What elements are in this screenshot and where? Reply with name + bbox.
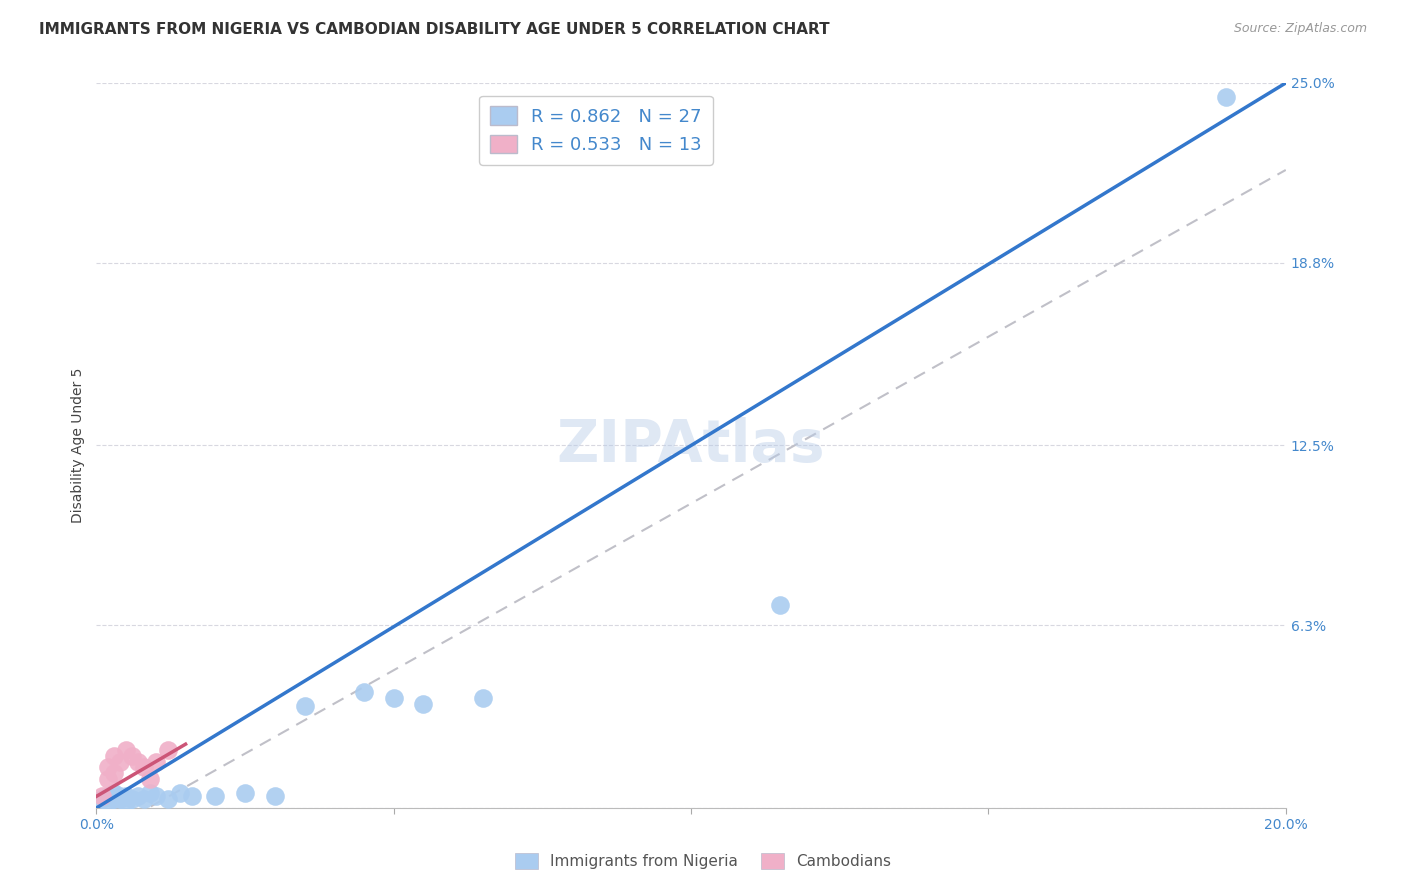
Text: Source: ZipAtlas.com: Source: ZipAtlas.com (1233, 22, 1367, 36)
Point (108, 755, 131, 769)
Text: IMMIGRANTS FROM NIGERIA VS CAMBODIAN DISABILITY AGE UNDER 5 CORRELATION CHART: IMMIGRANTS FROM NIGERIA VS CAMBODIAN DIS… (39, 22, 830, 37)
Point (769, 598, 792, 612)
Legend: Immigrants from Nigeria, Cambodians: Immigrants from Nigeria, Cambodians (509, 847, 897, 875)
Point (471, 690, 494, 705)
Point (97, 772, 120, 786)
Point (121, 792, 143, 806)
Point (233, 787, 256, 801)
Point (139, 772, 162, 786)
Point (145, 755, 167, 769)
Point (263, 789, 285, 804)
Point (121, 748, 143, 763)
Point (156, 743, 179, 757)
Point (412, 697, 434, 711)
Legend: R = 0.862   N = 27, R = 0.533   N = 13: R = 0.862 N = 27, R = 0.533 N = 13 (479, 95, 713, 165)
Point (91, 789, 114, 804)
Point (132, 792, 155, 806)
Point (115, 789, 138, 804)
Point (91, 792, 114, 806)
Point (204, 789, 226, 804)
Y-axis label: Disability Age Under 5: Disability Age Under 5 (72, 368, 86, 523)
Point (145, 789, 167, 804)
Point (127, 789, 149, 804)
Point (103, 792, 125, 806)
Point (115, 795, 138, 809)
Point (156, 792, 179, 806)
Point (1215, 90, 1237, 104)
Point (103, 748, 125, 763)
Point (97, 795, 120, 809)
Point (382, 690, 405, 705)
Point (97, 789, 120, 804)
Point (169, 787, 191, 801)
Point (294, 699, 316, 714)
Point (132, 760, 155, 774)
Point (127, 755, 149, 769)
Point (103, 766, 125, 780)
Text: ZIPAtlas: ZIPAtlas (557, 417, 825, 474)
Point (97, 760, 120, 774)
Point (103, 787, 125, 801)
Point (180, 789, 202, 804)
Point (139, 787, 162, 801)
Point (115, 743, 138, 757)
Point (108, 789, 131, 804)
Point (108, 792, 131, 806)
Point (353, 685, 375, 699)
